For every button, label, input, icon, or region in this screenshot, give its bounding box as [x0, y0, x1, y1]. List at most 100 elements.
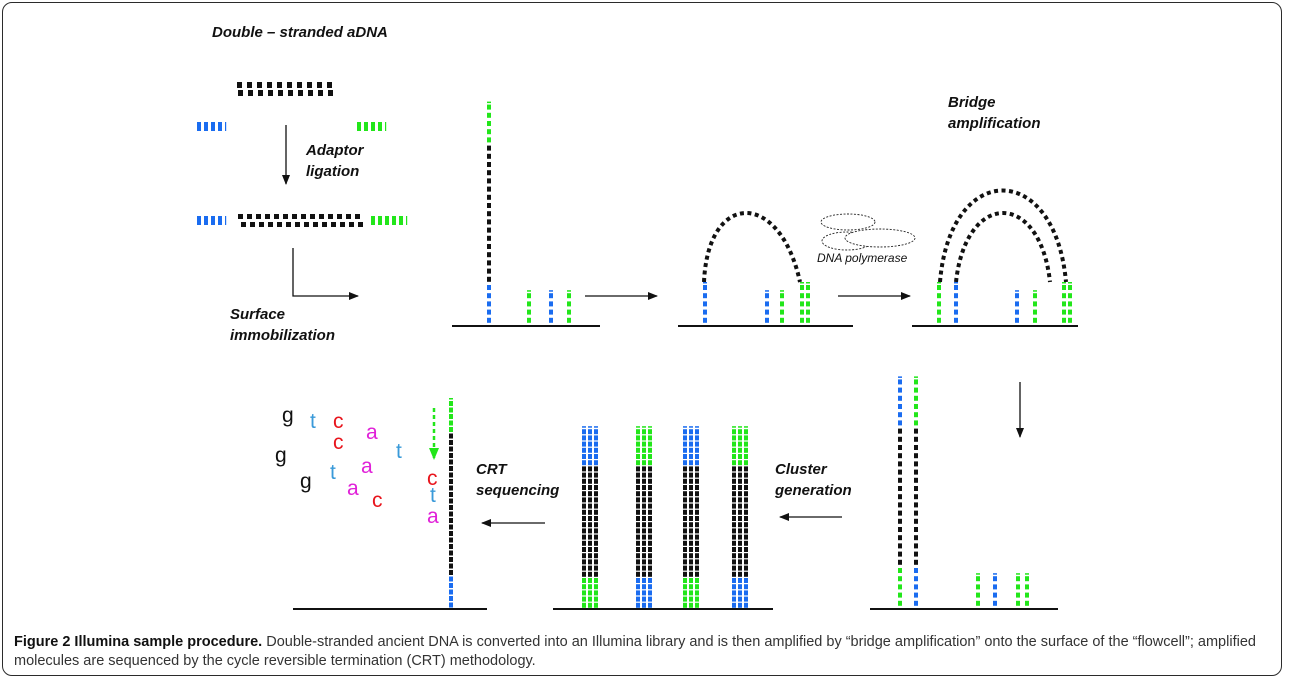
dna-base-block: [806, 317, 810, 323]
dna-base-block: [487, 162, 491, 167]
dna-base-block: [898, 477, 902, 483]
dna-base-block: [385, 216, 389, 225]
dna-base-block: [292, 214, 297, 219]
dna-base-block: [642, 584, 646, 590]
label-ligation: ligation: [306, 163, 359, 180]
dna-base-block: [695, 441, 699, 447]
nucleotide-t: t: [430, 484, 436, 507]
dna-base-block: [703, 301, 707, 307]
dna-base-block: [703, 317, 707, 323]
label-sequencing: sequencing: [476, 482, 559, 499]
bridge-arc: [954, 211, 1052, 283]
dna-base-block: [346, 214, 351, 219]
nucleotide-c: c: [427, 467, 438, 490]
dna-base-block: [800, 317, 804, 323]
dna-base-block: [636, 534, 640, 540]
dna-base-block: [487, 194, 491, 200]
dna-base-block: [594, 454, 598, 459]
dna-base-block: [287, 82, 292, 88]
dna-base-block: [703, 285, 707, 290]
dna-base-block: [695, 596, 699, 602]
dna-base-block: [689, 503, 693, 509]
dna-base-block: [487, 244, 491, 249]
dna-base-block: [738, 509, 742, 515]
dna-base-block: [689, 596, 693, 602]
dna-base-block: [487, 260, 491, 266]
dna-base-block: [914, 379, 918, 385]
label-amplification: amplification: [948, 115, 1041, 132]
dna-base-block: [636, 540, 640, 546]
dna-base-block: [241, 222, 246, 227]
dna-base-block: [780, 290, 784, 292]
dna-base-block: [800, 309, 804, 315]
dna-base-block: [582, 447, 586, 453]
dna-base-block: [732, 559, 736, 565]
dna-base-block: [732, 497, 736, 503]
dna-base-block: [683, 497, 687, 503]
nucleotide-g: g: [275, 444, 287, 467]
dna-base-block: [898, 387, 902, 393]
dna-base-block: [648, 472, 652, 478]
dna-base-block: [914, 404, 918, 409]
dna-base-block: [1062, 293, 1066, 299]
dna-base-block: [642, 596, 646, 602]
dna-base-block: [449, 589, 453, 595]
dna-base-block: [642, 571, 646, 577]
dna-base-block: [648, 602, 652, 608]
dna-base-block: [582, 528, 586, 534]
nucleotide-a: a: [427, 505, 439, 528]
dna-base-block: [588, 503, 592, 509]
dna-base-block: [780, 309, 784, 315]
dna-base-block: [738, 528, 742, 534]
dna-base-block: [310, 214, 315, 219]
dna-base-block: [582, 485, 586, 490]
dna-base-block: [689, 522, 693, 528]
dna-base-block: [689, 559, 693, 565]
dna-base-block: [582, 547, 586, 552]
dna-base-block: [642, 435, 646, 441]
dna-base-block: [642, 553, 646, 559]
nucleotide-g: g: [300, 470, 312, 493]
dna-base-block: [636, 547, 640, 552]
dna-base-block: [683, 485, 687, 490]
dna-base-block: [588, 441, 592, 447]
dna-base-block: [588, 472, 592, 478]
dna-base-block: [636, 435, 640, 441]
dna-base-block: [695, 534, 699, 540]
dna-base-block: [689, 516, 693, 521]
dna-base-block: [259, 222, 264, 227]
dna-base-block: [1025, 592, 1029, 598]
dna-base-block: [732, 565, 736, 571]
dna-base-block: [689, 466, 693, 472]
dna-base-block: [642, 528, 646, 534]
dna-base-block: [976, 576, 980, 582]
dna-base-block: [898, 527, 902, 532]
dna-base-block: [642, 547, 646, 552]
dna-base-block: [594, 435, 598, 441]
dna-base-block: [594, 441, 598, 447]
dna-base-block: [695, 571, 699, 577]
dna-base-block: [642, 447, 646, 453]
dna-base-block: [744, 540, 748, 546]
dna-base-block: [732, 522, 736, 528]
dna-base-block: [732, 571, 736, 577]
dna-base-block: [1062, 301, 1066, 307]
dna-base-block: [744, 571, 748, 577]
dna-base-block: [898, 453, 902, 459]
dna-base-block: [487, 203, 491, 208]
dna-base-block: [327, 82, 332, 88]
dna-base-block: [301, 214, 306, 219]
dna-base-block: [744, 497, 748, 503]
dna-base-block: [648, 447, 652, 453]
dna-base-block: [487, 293, 491, 299]
dna-base-block: [642, 509, 646, 515]
dna-base-block: [636, 509, 640, 515]
dna-base-block: [738, 426, 742, 428]
dna-base-block: [288, 90, 293, 96]
dna-base-block: [642, 522, 646, 528]
dna-base-block: [449, 407, 453, 413]
dna-base-block: [744, 509, 748, 515]
dna-base-block: [976, 573, 980, 575]
dna-base-block: [588, 578, 592, 583]
dna-base-block: [738, 478, 742, 484]
